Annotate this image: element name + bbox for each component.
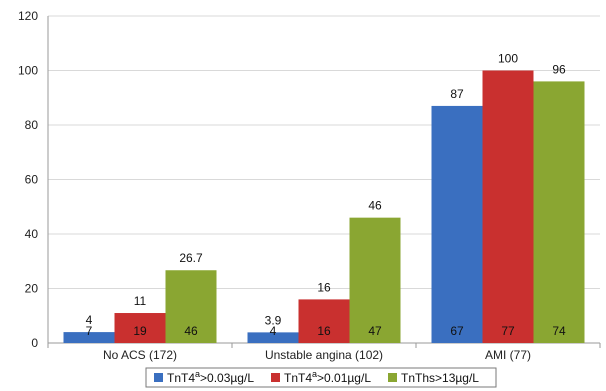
legend-label: TnThs>13µg/L (401, 371, 479, 385)
bar (431, 105, 483, 343)
bar-inner-label: 7 (86, 324, 93, 338)
legend-label: TnT4a>0.01µg/L (284, 369, 371, 385)
bar (247, 332, 299, 343)
legend-swatch (388, 373, 397, 382)
bar-value-label: 16 (317, 280, 331, 294)
bar-value-label: 96 (552, 62, 566, 76)
bar-value-label: 11 (134, 294, 147, 308)
bar (114, 313, 166, 343)
y-tick-label: 0 (31, 336, 38, 350)
x-tick-label: AMI (77) (485, 348, 531, 362)
y-tick-label: 20 (25, 282, 39, 296)
y-tick-label: 80 (25, 118, 39, 132)
bar-inner-label: 19 (133, 324, 147, 338)
legend-swatch (154, 373, 163, 382)
bar-inner-label: 46 (184, 324, 198, 338)
bar-inner-label: 67 (450, 324, 464, 338)
y-tick-label: 100 (18, 64, 38, 78)
x-tick-label: Unstable angina (102) (265, 348, 383, 362)
gridlines (48, 15, 600, 344)
bar-inner-label: 74 (552, 324, 566, 338)
bar-value-label: 4 (86, 313, 93, 327)
axes: 0 20 40 60 80 100 120 No ACS (172) Unstable angi… (18, 9, 601, 362)
y-tick-label: 60 (25, 173, 39, 187)
bar (482, 70, 534, 343)
bar-value-label: 3.9 (265, 313, 282, 327)
bar-value-label: 100 (498, 52, 518, 66)
bar-value-label: 26.7 (179, 251, 203, 265)
bar-inner-label: 16 (317, 324, 331, 338)
bars (63, 70, 585, 344)
bar (533, 81, 585, 344)
x-tick-label: No ACS (172) (103, 348, 177, 362)
legend-label: TnT4a>0.03µg/L (167, 369, 254, 385)
y-tick-label: 40 (25, 227, 39, 241)
legend: TnT4a>0.03µg/L TnT4a>0.01µg/L TnThs>13µg/L (145, 367, 497, 388)
bar (165, 270, 217, 343)
legend-box (145, 367, 497, 388)
bar-inner-label: 4 (270, 324, 277, 338)
bar-value-label: 87 (450, 87, 464, 101)
bar-inner-label: 77 (501, 324, 515, 338)
y-tick-label: 120 (18, 9, 38, 23)
bar (298, 299, 350, 343)
legend-swatch (271, 373, 280, 382)
bar-inner-label: 47 (368, 324, 382, 338)
bar-value-label: 46 (368, 199, 382, 213)
bar (63, 332, 115, 343)
bar (349, 217, 401, 343)
